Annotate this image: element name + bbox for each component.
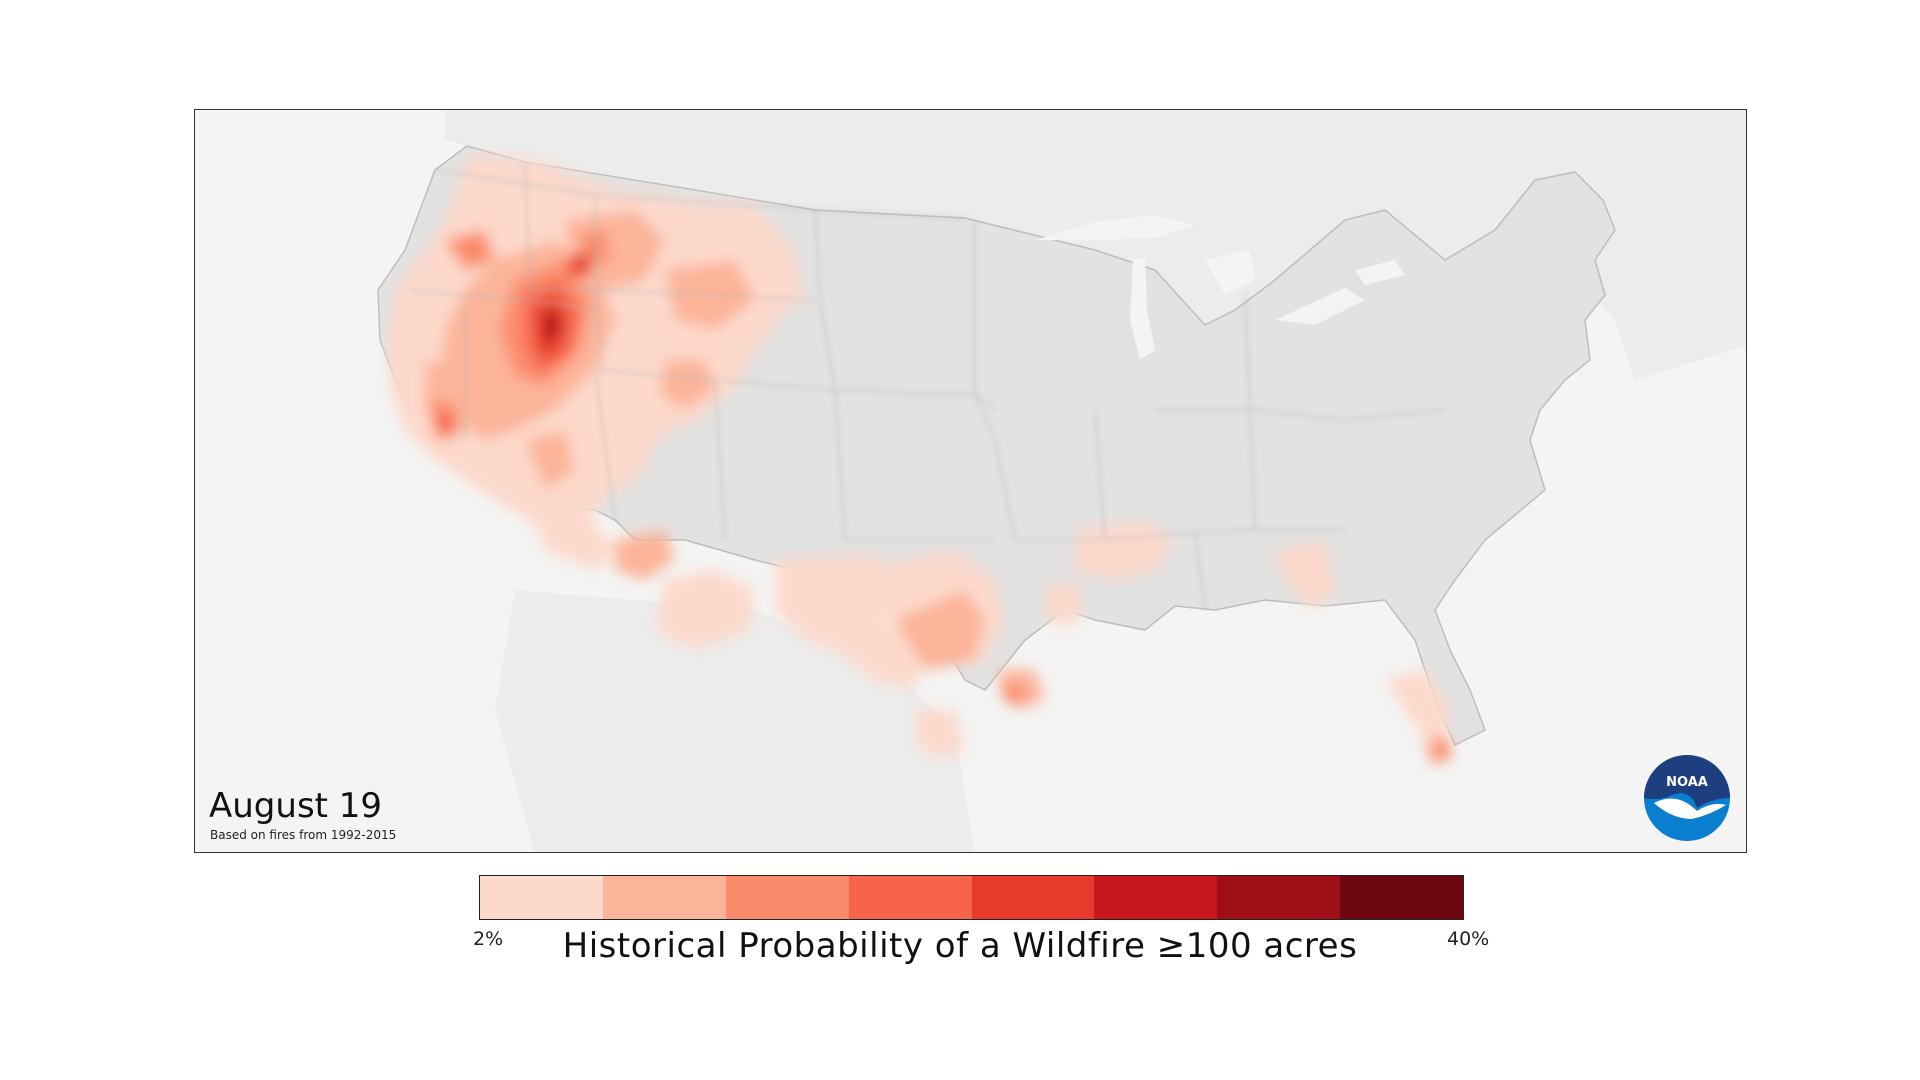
legend-swatch-7 [1217, 876, 1341, 919]
great-lakes [1035, 215, 1405, 360]
legend-min-label: 2% [473, 928, 504, 950]
map-panel: August 19 Based on fires from 1992-2015 … [194, 109, 1747, 853]
legend-swatch-1 [480, 876, 603, 919]
legend-max-label: 40% [1447, 928, 1490, 950]
date-label: August 19 [209, 786, 383, 826]
noaa-logo-text: NOAA [1666, 775, 1708, 790]
legend-swatch-3 [725, 876, 849, 919]
state-borders [409, 161, 1446, 611]
legend-swatch-2 [602, 876, 726, 919]
legend-swatch-5 [971, 876, 1095, 919]
legend-swatch-8 [1340, 876, 1463, 919]
legend-title: Historical Probability of a Wildfire ≥10… [562, 926, 1358, 966]
legend-swatch-4 [848, 876, 972, 919]
probability-band-40 [548, 314, 558, 332]
legend-color-bar [479, 875, 1464, 920]
source-note: Based on fires from 1992-2015 [210, 828, 397, 842]
fire-probability-layer [387, 155, 1450, 765]
legend-swatch-6 [1094, 876, 1218, 919]
us-map [377, 110, 1746, 852]
